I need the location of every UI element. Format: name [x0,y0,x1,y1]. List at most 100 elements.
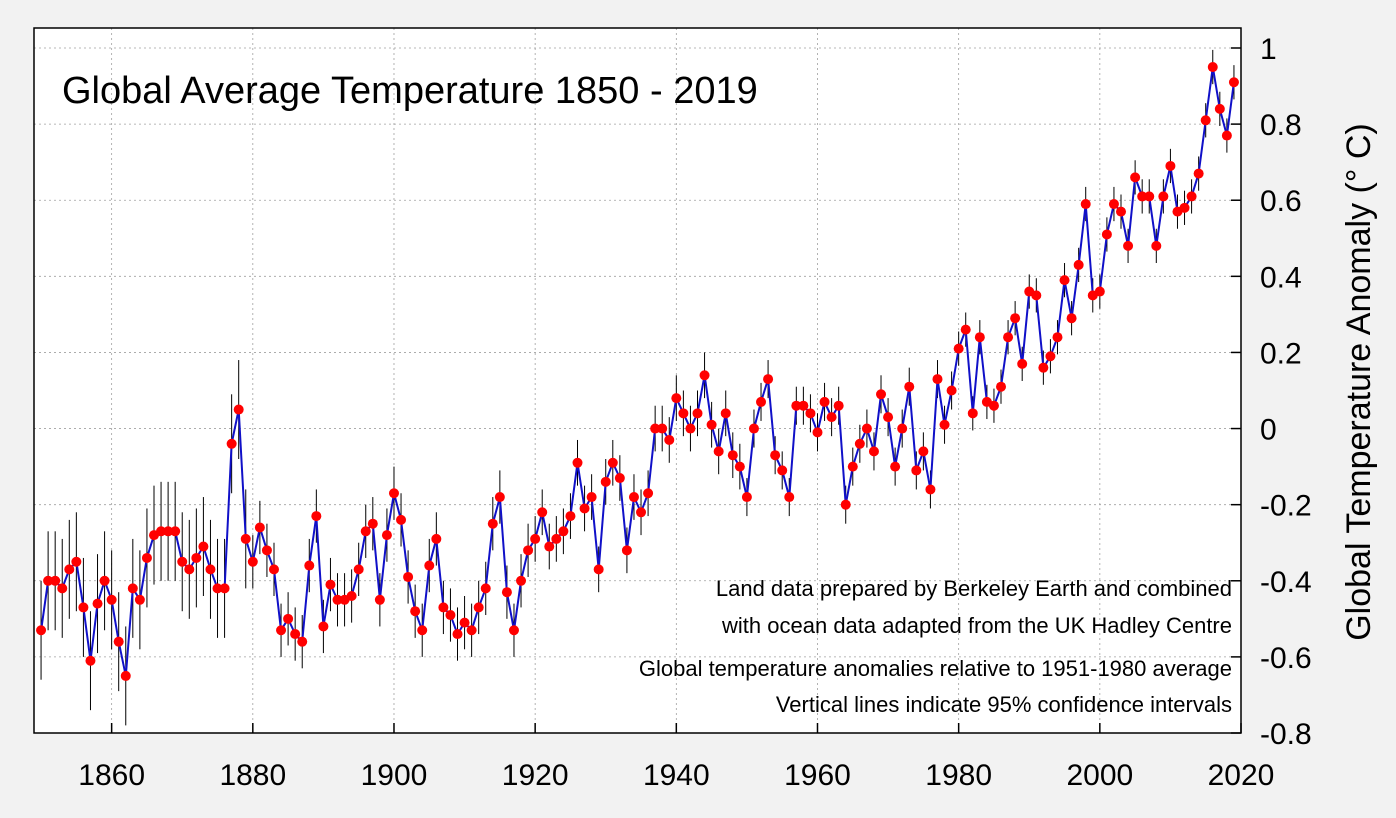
data-point [163,526,174,537]
data-point [261,545,272,556]
data-point [537,507,548,518]
data-point [466,625,477,636]
plot-area [34,28,1241,733]
data-point [904,381,915,392]
data-point [219,583,230,594]
data-point [876,389,887,400]
data-point [99,575,110,586]
data-point [367,518,378,529]
data-point [939,419,950,430]
data-point [600,476,611,487]
data-point [1116,206,1127,217]
data-point [198,541,209,552]
data-point [381,530,392,541]
data-point [593,564,604,575]
data-point [71,556,82,567]
data-point [692,408,703,419]
data-point [240,533,251,544]
data-point [516,575,527,586]
data-point [156,526,167,537]
data-point [657,423,668,434]
data-point [974,332,985,343]
data-point [396,514,407,525]
data-markers [36,62,1239,681]
data-point [890,461,901,472]
data-point [1193,168,1204,179]
data-point [1130,172,1141,183]
data-point [770,450,781,461]
data-point [438,602,449,613]
note-line-3: Global temperature anomalies relative to… [639,656,1232,681]
data-point [1144,191,1155,202]
data-point [487,518,498,529]
data-point [43,575,54,586]
chart-title: Global Average Temperature 1850 - 2019 [62,70,758,112]
data-point [685,423,696,434]
y-tick-label: 0.2 [1260,337,1302,370]
data-point [741,492,752,503]
x-tick-label: 1900 [361,759,428,792]
data-point [953,343,964,354]
data-point [311,511,322,522]
y-tick-label: -0.8 [1260,718,1312,751]
data-point [205,564,216,575]
data-point [268,564,279,575]
data-point [678,408,689,419]
data-point [840,499,851,510]
y-tick-label: 0.6 [1260,185,1302,218]
data-point [1186,191,1197,202]
y-axis-label: Global Temperature Anomaly (° C) [1340,123,1378,641]
axis-ticks: 1860 1880 1900 1920 1940 1960 1980 2000 2020 1 0.8… [78,33,1311,792]
data-point [85,655,96,666]
data-point [494,492,505,503]
data-point [763,374,774,385]
data-point [720,408,731,419]
data-point [932,374,943,385]
data-point [304,560,315,571]
data-point [734,461,745,472]
data-point [1137,191,1148,202]
data-point [36,625,47,636]
data-point [1038,362,1049,373]
data-point [141,552,152,563]
data-point [551,533,562,544]
data-point [565,511,576,522]
note-line-2: with ocean data adapted from the UK Hadl… [721,613,1232,638]
data-point [530,533,541,544]
data-point [636,507,647,518]
data-point [134,594,145,605]
data-point [572,457,583,468]
data-point [1066,313,1077,324]
y-tick-label: -0.4 [1260,566,1312,599]
data-point [1214,103,1225,114]
data-point [332,594,343,605]
data-point [706,419,717,430]
x-tick-label: 1940 [643,759,710,792]
data-point [1003,332,1014,343]
data-point [501,587,512,598]
data-point [431,533,442,544]
data-point [1158,191,1169,202]
data-point [544,541,555,552]
data-point [897,423,908,434]
data-point [353,564,364,575]
y-tick-label: -0.2 [1260,490,1312,523]
x-tick-label: 1980 [925,759,992,792]
data-point [798,400,809,411]
data-point [212,583,223,594]
data-point [650,423,661,434]
data-point [297,636,308,647]
data-point [967,408,978,419]
data-point [1045,351,1056,362]
data-point [628,492,639,503]
data-point [445,610,456,621]
data-point [1052,332,1063,343]
data-point [254,522,265,533]
data-point [805,408,816,419]
x-tick-label: 1860 [78,759,145,792]
y-tick-label: 0.8 [1260,109,1302,142]
data-point [643,488,654,499]
x-tick-label: 1880 [219,759,286,792]
